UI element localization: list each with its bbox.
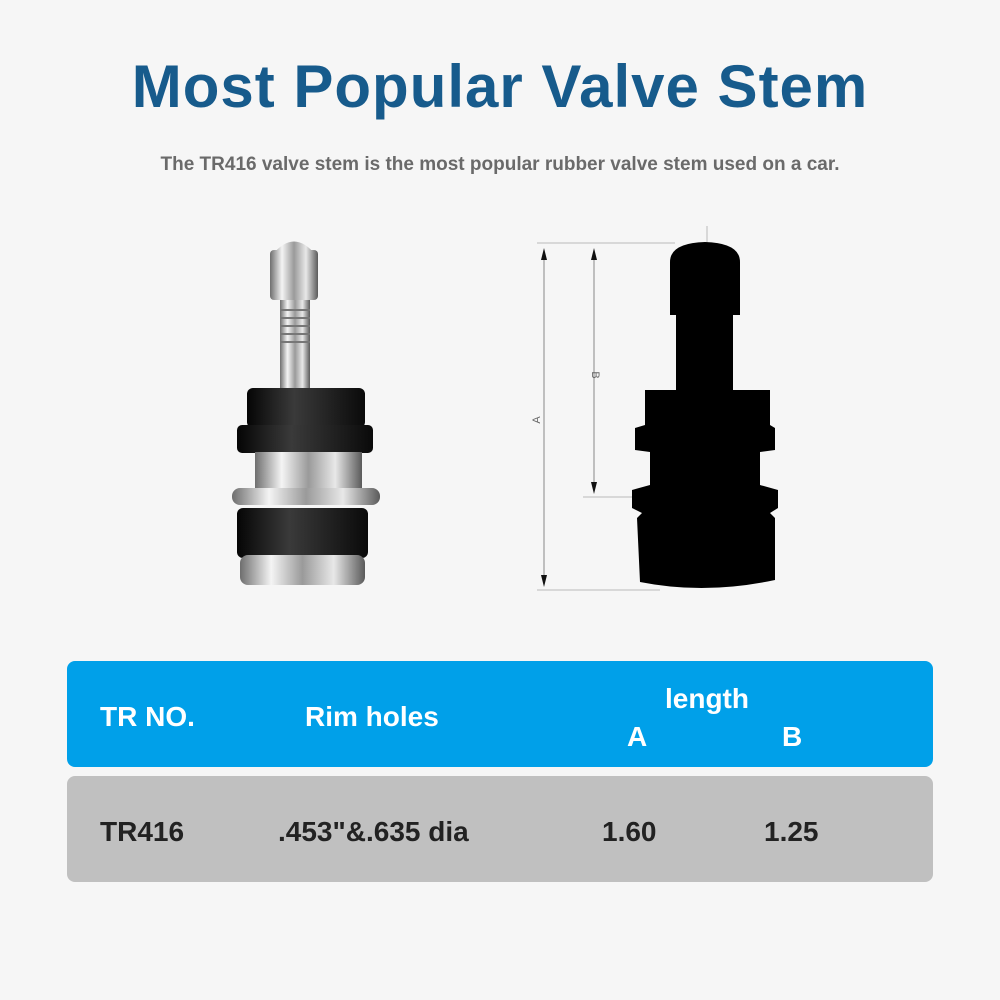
page-title: Most Popular Valve Stem <box>131 53 869 120</box>
cell-length-a: 1.60 <box>602 816 657 847</box>
dimension-label-b: B <box>589 371 601 378</box>
chrome-valve-stem-photo <box>232 241 380 585</box>
header-rim-holes: Rim holes <box>305 701 439 732</box>
dimension-label-a: A <box>531 416 543 424</box>
cell-length-b: 1.25 <box>764 816 819 847</box>
header-length: length <box>665 683 749 714</box>
header-tr-no: TR NO. <box>100 701 195 732</box>
table-header: TR NO. Rim holes length A B <box>67 661 933 767</box>
header-length-a: A <box>627 721 648 752</box>
product-illustrations: B A <box>232 226 778 591</box>
header-length-b: B <box>782 721 803 752</box>
valve-stem-dimension-diagram: B A <box>531 226 778 591</box>
page-subtitle: The TR416 valve stem is the most popular… <box>160 154 840 175</box>
cell-tr-no: TR416 <box>100 816 185 847</box>
cell-rim-holes: .453"&.635 dia <box>278 816 469 847</box>
table-row: TR416 .453"&.635 dia 1.60 1.25 <box>67 776 933 882</box>
